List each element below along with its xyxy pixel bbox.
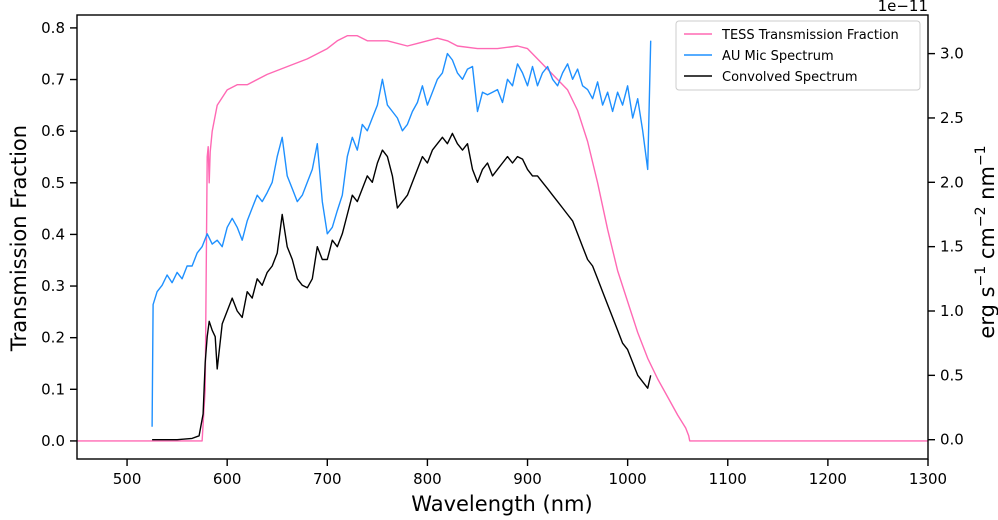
series-line-1 <box>151 40 652 427</box>
legend-box <box>675 20 921 91</box>
plot-frame <box>76 14 929 460</box>
y-axis-right-label: erg s−1 cm−2 nm−1 <box>973 145 998 338</box>
x-tick-label-1000: 1000 <box>609 470 647 488</box>
series-layer <box>77 35 928 442</box>
y-left-tick-label-0.6: 0.6 <box>41 122 65 140</box>
y-left-tick-label-0.2: 0.2 <box>41 329 65 347</box>
y-right-tick-label-2: 2.0 <box>940 173 964 191</box>
series-line-2 <box>152 132 652 441</box>
y-left-tick-label-0.1: 0.1 <box>41 380 65 398</box>
legend-label-aumic: AU Mic Spectrum <box>722 49 834 64</box>
y-left-tick-label-0: 0.0 <box>41 432 65 450</box>
x-tick-label-1300: 1300 <box>909 470 947 488</box>
y-right-label-part-1: erg s <box>975 286 998 338</box>
legend-label-tess: TESS Transmission Fraction <box>721 28 899 43</box>
x-tick-label-600: 600 <box>213 470 242 488</box>
y-right-tick-label-3: 3.0 <box>940 45 964 63</box>
y-right-label-exp-1: −1 <box>973 266 989 287</box>
y-right-label-exp-2: −2 <box>973 206 989 227</box>
legend: TESS Transmission Fraction AU Mic Spectr… <box>675 20 921 91</box>
x-tick-label-500: 500 <box>113 470 142 488</box>
y-left-tick-label-0.8: 0.8 <box>41 19 65 37</box>
y-right-tick-label-2.5: 2.5 <box>940 109 964 127</box>
x-tick-label-1100: 1100 <box>709 470 747 488</box>
y-left-tick-label-0.5: 0.5 <box>41 174 65 192</box>
x-axis-label: Wavelength (nm) <box>411 492 592 516</box>
y-axis-left-label: Transmission Fraction <box>7 125 31 352</box>
x-tick-label-1200: 1200 <box>809 470 847 488</box>
y-right-tick-label-0: 0.0 <box>940 431 964 449</box>
y-axis-right: 0.0 0.5 1.0 1.5 2.0 2.5 3.0 <box>928 45 964 449</box>
x-tick-label-700: 700 <box>313 470 342 488</box>
y-left-tick-label-0.4: 0.4 <box>41 225 65 243</box>
y-left-tick-label-0.7: 0.7 <box>41 71 65 89</box>
y-right-tick-label-0.5: 0.5 <box>940 366 964 384</box>
y-axis-left: 0.0 0.1 0.2 0.3 0.4 0.5 0.6 0.7 0.8 <box>41 19 77 450</box>
y-right-tick-label-1: 1.0 <box>940 302 964 320</box>
y-right-tick-label-1.5: 1.5 <box>940 238 964 256</box>
y-right-label-part-3: nm <box>975 166 998 206</box>
right-axis-offset-text: 1e−11 <box>878 0 928 15</box>
y-left-tick-label-0.3: 0.3 <box>41 277 65 295</box>
x-tick-label-800: 800 <box>413 470 442 488</box>
y-right-label-exp-3: −1 <box>973 145 989 166</box>
x-tick-label-900: 900 <box>513 470 542 488</box>
x-axis: 500 600 700 800 900 1000 1100 1200 1300 <box>113 459 947 488</box>
legend-label-convolved: Convolved Spectrum <box>722 70 858 85</box>
series-line-0 <box>77 35 928 442</box>
y-right-label-part-2: cm <box>975 227 998 266</box>
